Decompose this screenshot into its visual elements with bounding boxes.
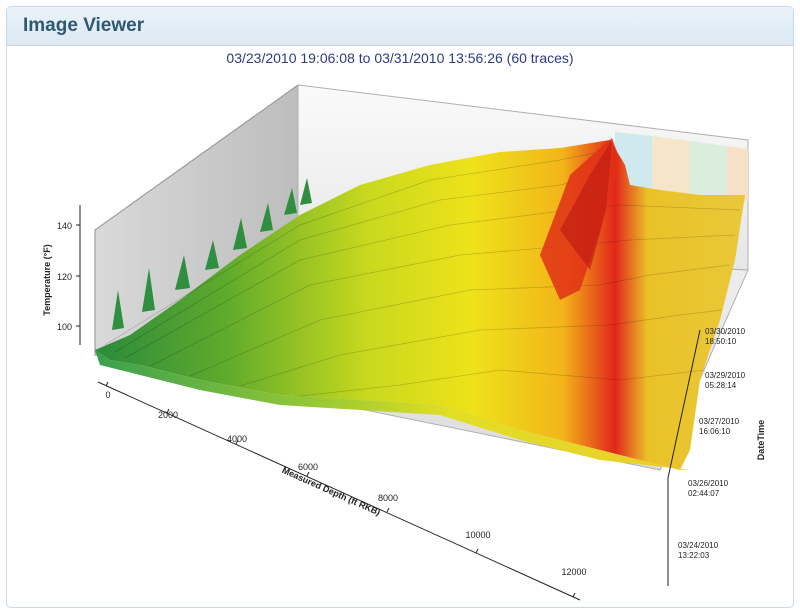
y-axis-label: Temperature (°F) xyxy=(42,244,52,315)
x-tick-mark xyxy=(475,548,479,554)
trace-line xyxy=(149,234,736,367)
x-tick-mark xyxy=(306,471,310,477)
trace-line xyxy=(124,204,741,359)
z-axis-label: DateTime xyxy=(756,420,766,460)
trace-line xyxy=(189,264,731,377)
time-band xyxy=(690,141,727,200)
x-tick-label: 6000 xyxy=(298,462,318,472)
z-tick-label: 03/27/2010 16:06:10 xyxy=(699,417,740,436)
y-tick-label: 120 xyxy=(57,272,72,282)
time-bands xyxy=(615,132,748,202)
trace-line xyxy=(299,369,706,397)
trace-line xyxy=(104,149,611,346)
x-tick-label: 2000 xyxy=(158,410,178,420)
x-tick-label: 4000 xyxy=(227,434,247,444)
spike xyxy=(142,268,155,312)
x-tick-label: 0 xyxy=(105,390,110,400)
time-band xyxy=(652,136,690,198)
panel-header: Image Viewer xyxy=(7,7,793,46)
time-band xyxy=(727,146,748,202)
surface-ridges xyxy=(104,149,741,397)
panel-title: Image Viewer xyxy=(23,15,145,36)
z-tick-label: 03/29/2010 05:28:14 xyxy=(705,371,746,390)
x-tick-mark xyxy=(572,592,576,598)
x-axis-label: Measured Depth (ft RKB) xyxy=(281,465,382,517)
y-tick-label: 100 xyxy=(57,322,72,332)
spike xyxy=(300,178,312,205)
x-tick-label: 10000 xyxy=(465,530,490,540)
spike xyxy=(175,255,190,290)
x-tick-mark xyxy=(166,408,170,414)
hot-ridge-shade xyxy=(560,140,612,270)
x-tick-label: 12000 xyxy=(561,567,586,577)
surface-front xyxy=(95,350,690,470)
y-ticks xyxy=(76,224,80,327)
spike xyxy=(233,218,247,250)
x-tick-mark xyxy=(105,381,109,387)
time-axis-line-upper xyxy=(667,329,701,479)
trace-line xyxy=(239,309,723,387)
x-ticks xyxy=(105,381,576,598)
spike xyxy=(284,188,297,215)
depth-axis-line xyxy=(97,381,581,601)
spike xyxy=(112,290,124,330)
early-trace-spikes xyxy=(112,178,312,330)
chart-title: 03/23/2010 19:06:08 to 03/31/2010 13:56:… xyxy=(226,50,574,66)
spike xyxy=(260,203,273,232)
spike xyxy=(205,240,219,270)
x-tick-label: 8000 xyxy=(378,493,398,503)
hot-zone xyxy=(540,138,620,300)
z-tick-label: 03/30/2010 18:50:10 xyxy=(705,327,746,346)
surface xyxy=(95,138,745,470)
x-tick-mark xyxy=(235,439,239,445)
z-tick-label: 03/26/2010 02:44:07 xyxy=(688,479,729,498)
z-tick-label: 03/24/2010 13:22:03 xyxy=(678,541,719,560)
x-tick-mark xyxy=(386,507,390,513)
y-tick-label: 140 xyxy=(57,221,72,231)
